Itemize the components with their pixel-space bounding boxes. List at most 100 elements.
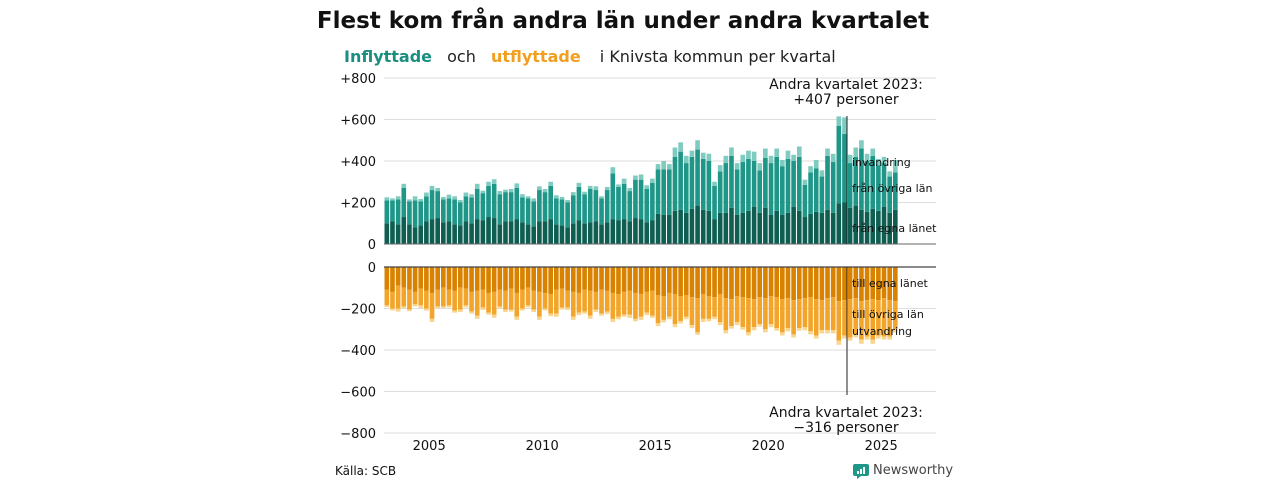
- bar-out-own: [661, 267, 666, 297]
- bar-in-other: [661, 169, 666, 215]
- bar-in-other: [689, 156, 695, 209]
- bar-in-own: [853, 205, 859, 244]
- gridlines: [384, 77, 936, 434]
- bar-in-abroad: [712, 181, 717, 186]
- bar-in-own: [774, 210, 779, 244]
- bar-in-other: [785, 158, 791, 213]
- bar-out-other: [525, 287, 531, 306]
- bar-in-other: [700, 158, 706, 210]
- bar-in-other: [525, 198, 531, 225]
- bar-in-other: [627, 191, 633, 222]
- bar-in-other: [796, 156, 802, 211]
- bar-in-abroad: [610, 167, 616, 174]
- bar-in-own: [847, 207, 853, 244]
- bar-in-own: [881, 206, 887, 244]
- bar-out-own: [780, 267, 785, 300]
- y-tick-label: 0: [368, 261, 376, 276]
- bar-out-abroad: [491, 314, 497, 318]
- bar-out-other: [842, 300, 847, 336]
- bar-out-own: [565, 267, 570, 291]
- bar-in-other: [497, 194, 503, 225]
- bar-out-abroad: [474, 315, 480, 319]
- bar-out-other: [531, 290, 537, 310]
- bar-in-other: [463, 196, 469, 222]
- bar-in-abroad: [706, 153, 712, 161]
- bar-out-other: [570, 291, 576, 317]
- bar-out-own: [785, 267, 791, 299]
- bar-out-other: [830, 297, 836, 331]
- bar-in-own: [497, 224, 503, 244]
- bar-out-other: [503, 290, 508, 310]
- bar-out-abroad: [667, 316, 672, 320]
- bar-out-own: [864, 267, 870, 301]
- bar-in-own: [593, 221, 599, 244]
- y-tick-label: 0: [368, 238, 376, 253]
- bar-in-abroad: [390, 198, 395, 201]
- bar-in-own: [678, 209, 683, 244]
- outflow-bars: [384, 267, 898, 345]
- bar-out-abroad: [576, 312, 582, 316]
- bar-in-other: [480, 193, 486, 221]
- bar-in-own: [542, 221, 548, 244]
- bar-out-abroad: [537, 316, 542, 320]
- bar-out-other: [390, 291, 395, 309]
- bar-out-other: [576, 292, 582, 313]
- bar-out-own: [893, 267, 898, 302]
- bar-out-other: [774, 297, 779, 329]
- bar-in-abroad: [842, 117, 847, 135]
- bar-in-own: [802, 217, 808, 244]
- bar-out-own: [655, 267, 661, 296]
- bar-in-own: [508, 221, 514, 244]
- bar-in-abroad: [593, 186, 599, 191]
- bar-out-abroad: [740, 327, 746, 330]
- bar-out-abroad: [768, 324, 774, 328]
- bar-out-other: [746, 298, 751, 333]
- bar-out-own: [768, 267, 774, 297]
- bar-in-other: [469, 197, 474, 224]
- bar-in-own: [723, 212, 729, 245]
- bar-in-abroad: [435, 187, 440, 192]
- bar-out-other: [429, 292, 435, 319]
- bar-out-other: [548, 293, 553, 314]
- bar-in-own: [441, 222, 446, 244]
- bar-out-abroad: [780, 332, 785, 336]
- bar-in-own: [587, 222, 593, 244]
- bar-in-abroad: [508, 189, 514, 193]
- bar-in-abroad: [604, 186, 610, 191]
- bar-in-own: [819, 212, 825, 245]
- bar-out-abroad: [796, 328, 802, 331]
- bar-out-own: [520, 267, 525, 290]
- bar-in-abroad: [514, 183, 520, 188]
- bar-in-other: [881, 163, 887, 207]
- bar-out-abroad: [864, 336, 870, 340]
- bar-out-other: [757, 297, 763, 325]
- bar-out-other: [780, 299, 785, 333]
- bar-out-abroad: [531, 309, 537, 313]
- bar-in-abroad: [864, 153, 870, 161]
- bar-in-abroad: [695, 140, 700, 150]
- bar-out-other: [853, 298, 859, 335]
- bar-in-other: [570, 195, 576, 224]
- bar-in-abroad: [683, 155, 689, 164]
- bar-out-other: [836, 301, 842, 341]
- bar-out-own: [678, 267, 683, 297]
- bar-in-other: [587, 189, 593, 223]
- bar-in-own: [893, 209, 898, 244]
- bar-out-other: [401, 287, 407, 307]
- bar-out-own: [830, 267, 836, 298]
- bar-in-own: [695, 205, 700, 244]
- bar-out-own: [808, 267, 813, 298]
- bar-out-own: [700, 267, 706, 294]
- bar-out-own: [712, 267, 717, 298]
- bar-out-abroad: [774, 328, 779, 331]
- bar-out-other: [587, 290, 593, 316]
- brand-logo: Newsworthy: [853, 463, 953, 479]
- bar-in-abroad: [599, 196, 604, 199]
- bar-in-own: [717, 212, 723, 245]
- bar-in-abroad: [881, 156, 887, 164]
- bar-in-own: [836, 203, 842, 244]
- bar-out-abroad: [621, 314, 627, 317]
- bar-in-own: [407, 224, 412, 244]
- bar-out-own: [542, 267, 548, 293]
- bar-out-own: [429, 267, 435, 293]
